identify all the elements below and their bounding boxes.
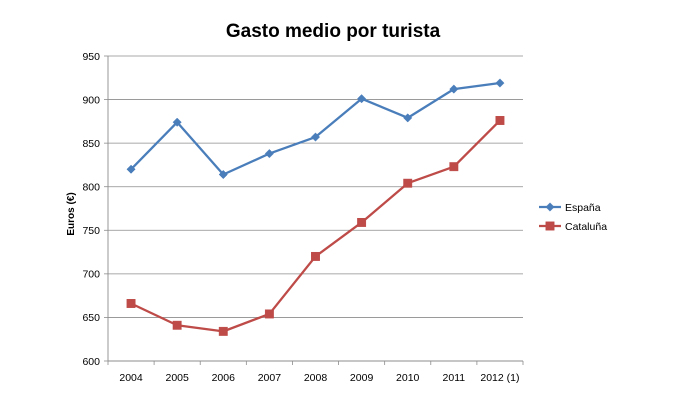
legend-swatch-marker <box>545 202 555 212</box>
x-tick-label: 2010 <box>396 372 420 384</box>
y-tick-label: 700 <box>82 269 100 281</box>
y-axis-label: Euros (€) <box>66 192 77 235</box>
x-tick-label: 2009 <box>350 372 374 384</box>
data-point-cataluna <box>172 320 182 330</box>
data-point-espana <box>310 132 321 142</box>
data-point-espana <box>357 94 367 104</box>
x-tick-label: 2008 <box>304 372 328 384</box>
legend-item-espana: España <box>539 202 601 214</box>
chart-title: Gasto medio por turista <box>226 21 441 42</box>
data-point-espana <box>126 164 136 174</box>
y-tick-label: 900 <box>82 94 100 106</box>
series-cataluna <box>126 116 505 336</box>
y-tick-label: 800 <box>82 182 100 194</box>
x-tick-label: 2005 <box>165 372 189 384</box>
data-point-cataluna <box>264 309 274 319</box>
x-tick-label: 2012 (1) <box>480 372 519 384</box>
legend-label: España <box>565 202 601 214</box>
legend: España Cataluña <box>539 202 607 233</box>
data-point-cataluna <box>403 178 413 188</box>
data-point-espana <box>172 117 182 127</box>
x-tick-label: 2011 <box>443 372 466 384</box>
legend-swatch-marker <box>545 221 555 231</box>
data-point-espana <box>495 78 505 88</box>
data-point-espana <box>218 169 228 180</box>
data-point-cataluna <box>449 162 459 172</box>
data-point-cataluna <box>311 251 320 261</box>
y-tick-labels: 600 650 700 750 800 850 900 950 <box>82 51 100 368</box>
x-tick-label: 2004 <box>119 372 143 384</box>
legend-label: Cataluña <box>565 221 607 233</box>
data-point-cataluna <box>126 299 136 308</box>
y-tick-label: 850 <box>82 138 100 150</box>
y-tick-label: 650 <box>82 312 100 324</box>
data-point-cataluna <box>495 116 505 125</box>
series-line-cataluna <box>130 119 501 333</box>
x-tick-labels: 2004 2005 2006 2007 2008 2009 2010 2011 2012 (1) <box>119 372 519 384</box>
series-line-espana <box>130 81 501 176</box>
series-layer <box>126 78 505 336</box>
data-point-cataluna <box>357 217 367 227</box>
data-point-espana <box>449 84 459 94</box>
data-point-cataluna <box>218 326 228 336</box>
x-tick-label: 2006 <box>212 372 236 384</box>
y-tick-label: 750 <box>82 225 100 237</box>
y-tick-label: 950 <box>82 51 100 63</box>
gridlines <box>108 55 523 362</box>
x-tick-label: 2007 <box>258 372 282 384</box>
axes <box>104 55 524 365</box>
series-espana <box>126 78 505 180</box>
y-tick-label: 600 <box>82 356 100 368</box>
data-point-espana <box>264 149 274 159</box>
legend-item-cataluna: Cataluña <box>539 221 607 233</box>
data-point-espana <box>403 113 413 123</box>
